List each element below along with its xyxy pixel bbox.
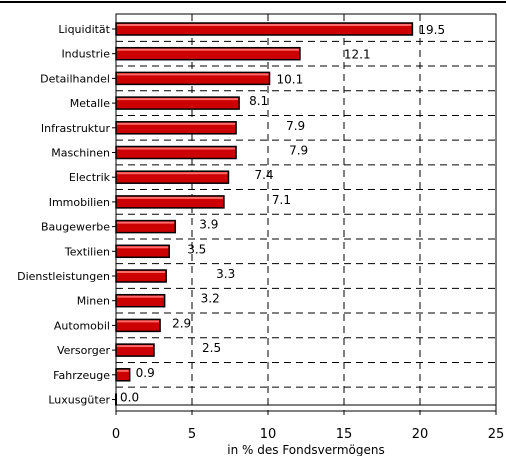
x-tick-label: 5: [188, 427, 196, 442]
data-label: 3.3: [216, 267, 235, 281]
x-tick-label: 25: [488, 427, 505, 442]
x-tick-label: 15: [336, 427, 353, 442]
axis-layer: 0 5 10 15 20 25: [112, 28, 505, 442]
category-label: Textilien: [64, 245, 110, 258]
category-label: Industrie: [61, 48, 110, 61]
data-label: 7.4: [254, 168, 273, 182]
grid-layer: [116, 14, 496, 411]
x-axis-title: in % des Fondsvermögens: [227, 443, 384, 456]
bar-layer: [115, 22, 414, 406]
category-label: Immobilien: [49, 196, 110, 209]
bar-highlight: [117, 172, 228, 175]
data-label: 2.9: [172, 316, 191, 330]
data-label: 2.5: [202, 341, 221, 355]
x-tick-label: 20: [412, 427, 429, 442]
data-label: 0.9: [136, 366, 155, 380]
category-label: Liquidität: [58, 23, 110, 36]
x-tick-label: 10: [260, 427, 277, 442]
data-label: 7.1: [272, 193, 291, 207]
category-label: Dienstleistungen: [17, 270, 110, 283]
data-label: 3.9: [199, 218, 218, 232]
bar-highlight: [117, 345, 153, 348]
data-label: 3.5: [187, 242, 206, 256]
plot-frame: [115, 13, 497, 412]
category-label: Detailhandel: [40, 72, 110, 85]
category-label: Fahrzeuge: [53, 369, 110, 382]
category-label: Luxusgüter: [48, 394, 110, 407]
bar-highlight: [117, 24, 412, 26]
bar-highlight: [117, 320, 160, 323]
bar-highlight: [117, 98, 239, 101]
bar-highlight: [117, 147, 236, 150]
bar-highlight: [117, 122, 236, 125]
x-tick-label: 0: [112, 427, 120, 442]
bar-highlight: [117, 295, 164, 298]
category-label: Metalle: [70, 97, 110, 110]
bar-highlight: [117, 221, 175, 224]
label-layer: Liquidität 19.5 Industrie 12.1 Detailhandel 1…: [17, 23, 445, 407]
bar-highlight: [117, 369, 129, 372]
category-label: Baugewerbe: [41, 221, 110, 234]
category-label: Electrik: [69, 171, 111, 184]
data-label: 0.0: [120, 391, 139, 405]
data-label: 7.9: [289, 144, 308, 158]
bar-highlight: [117, 246, 169, 249]
bar-highlight: [117, 196, 223, 199]
category-label: Minen: [77, 295, 110, 308]
data-label: 8.1: [249, 94, 268, 108]
data-label: 10.1: [277, 72, 304, 86]
bar-highlight: [117, 271, 166, 273]
data-label: 12.1: [344, 48, 371, 62]
bar-highlight: [117, 48, 299, 51]
data-label: 19.5: [418, 23, 445, 37]
category-label: Maschinen: [51, 147, 110, 160]
data-label: 7.9: [286, 119, 305, 133]
data-label: 3.2: [201, 292, 220, 306]
bar-highlight: [117, 73, 269, 76]
category-label: Automobil: [54, 319, 110, 332]
category-label: Infrastruktur: [41, 122, 111, 135]
category-label: Versorger: [57, 344, 111, 357]
